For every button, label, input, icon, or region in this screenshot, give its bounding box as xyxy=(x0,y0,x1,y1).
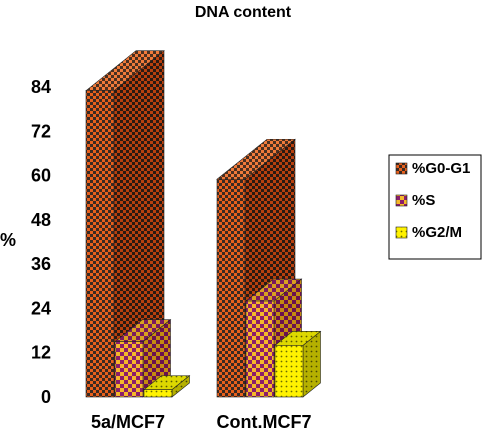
y-tick-label: 48 xyxy=(31,210,51,230)
legend-swatch xyxy=(395,162,408,175)
bar-s-0 xyxy=(114,319,172,398)
bar-g0g1-0 xyxy=(85,50,165,398)
legend-swatch xyxy=(395,194,408,207)
legend-item: %G2/M xyxy=(395,224,462,241)
bar-g2m-1 xyxy=(274,330,322,398)
y-tick-label: 60 xyxy=(31,166,51,186)
x-tick-label: Cont.MCF7 xyxy=(217,412,312,432)
legend-item: %S xyxy=(395,192,435,209)
bar-front xyxy=(216,178,246,398)
legend-item: %G0-G1 xyxy=(395,160,470,177)
legend-label: %G2/M xyxy=(412,224,462,241)
y-tick-label: 24 xyxy=(31,298,51,318)
chart-title: DNA content xyxy=(195,4,292,21)
legend-label: %S xyxy=(412,192,435,209)
bar-g2m-0 xyxy=(143,374,191,398)
x-axis: 5a/MCF7 Cont.MCF7 xyxy=(91,412,312,432)
y-tick-label: 84 xyxy=(31,77,51,97)
bar-front xyxy=(85,90,115,398)
y-axis-label: % xyxy=(0,230,16,250)
legend: %G0-G1 %S %G2/M xyxy=(388,154,482,260)
bar-front xyxy=(114,341,144,398)
plot-area xyxy=(85,50,322,398)
y-tick-label: 36 xyxy=(31,254,51,274)
bar-front xyxy=(143,389,173,398)
legend-swatch xyxy=(395,226,408,239)
bar-front xyxy=(245,300,275,398)
y-tick-label: 0 xyxy=(41,387,51,407)
y-tick-label: 12 xyxy=(31,343,51,363)
y-tick-label: 72 xyxy=(31,121,51,141)
x-tick-label: 5a/MCF7 xyxy=(91,412,165,432)
bar-front xyxy=(274,345,304,398)
legend-label: %G0-G1 xyxy=(412,160,470,177)
y-axis: 0 12 24 36 48 60 72 84 xyxy=(31,77,51,407)
